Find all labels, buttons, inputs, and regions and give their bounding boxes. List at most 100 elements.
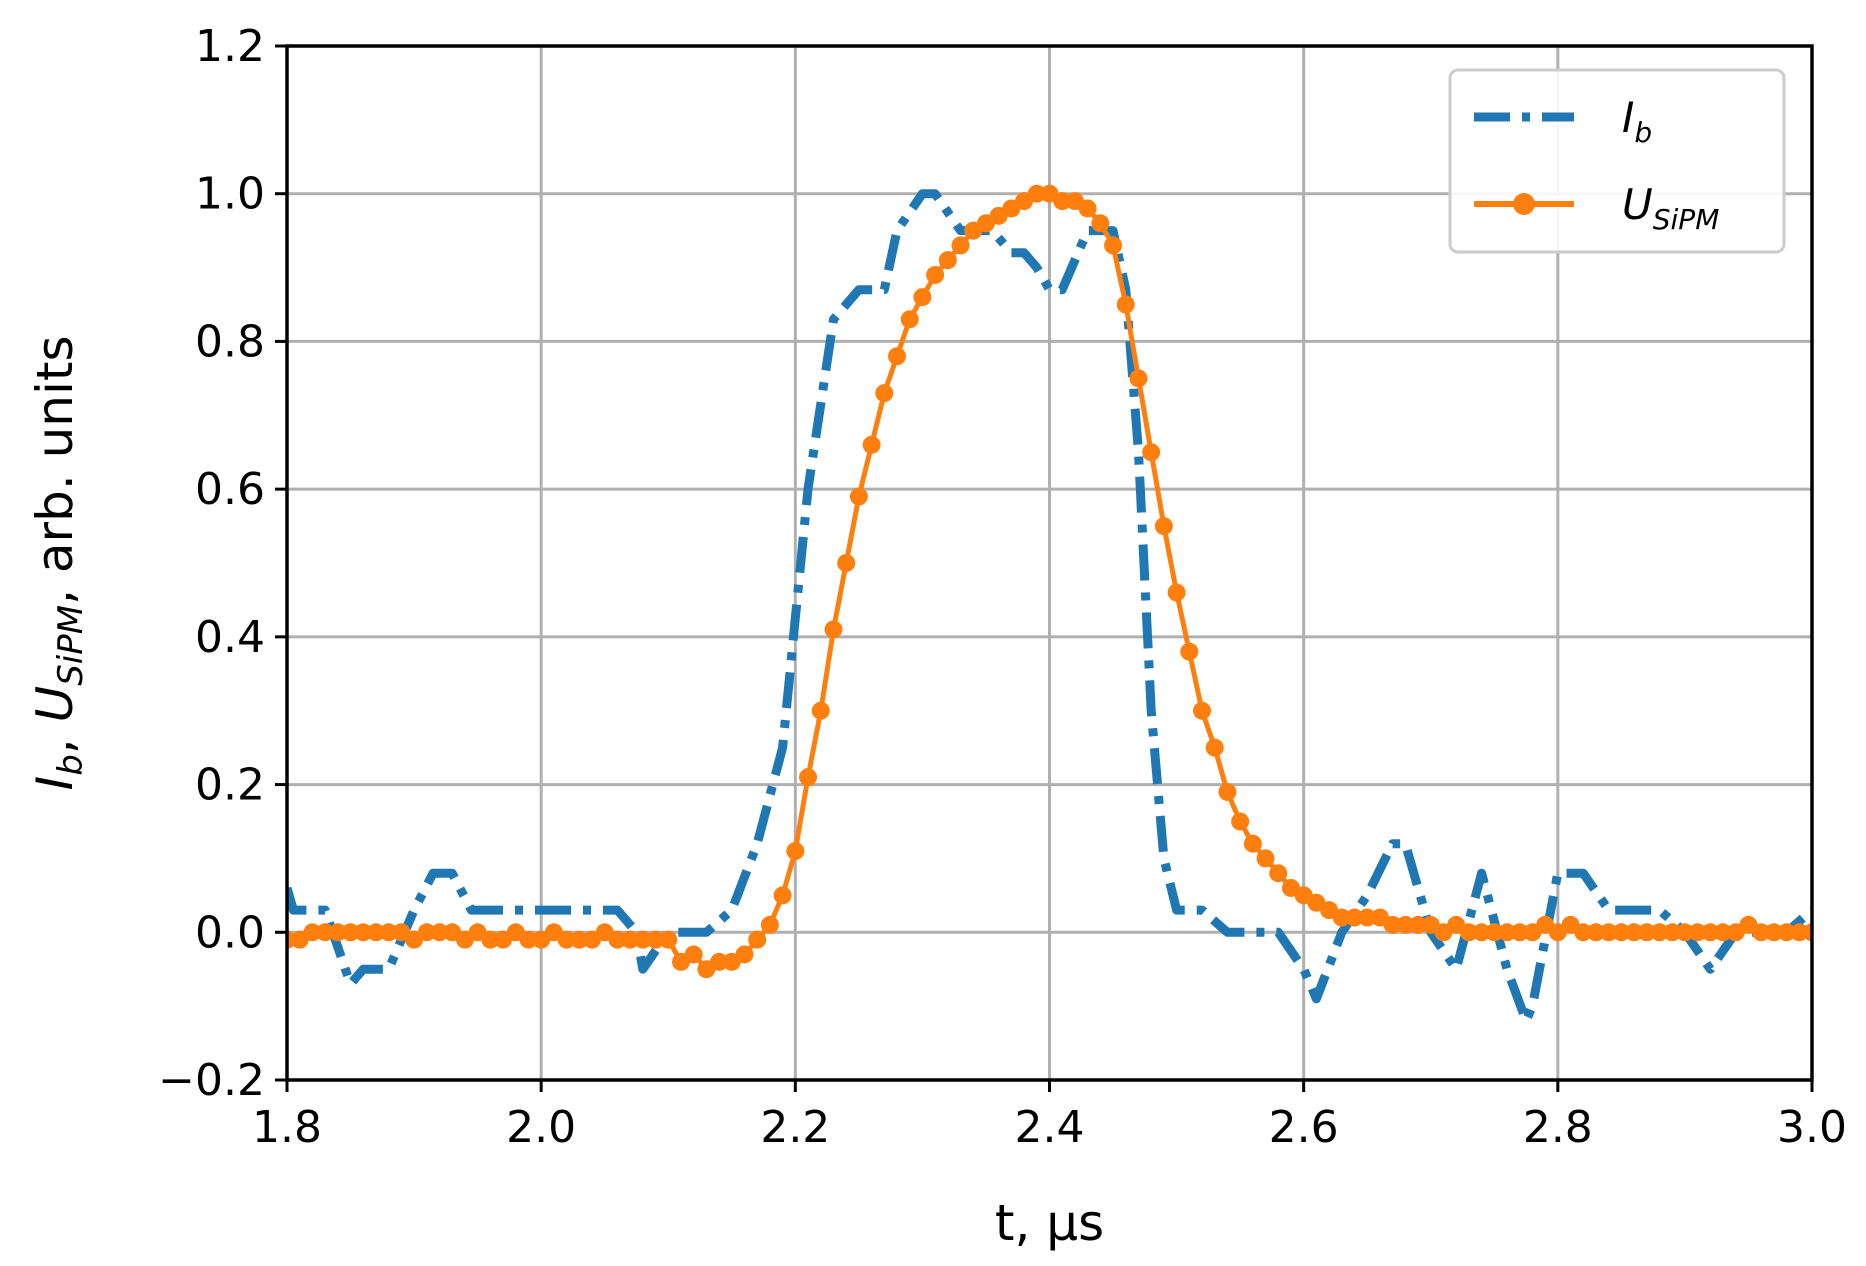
series-usipm-point [1790, 923, 1809, 942]
x-tick-label: 2.6 [1269, 1102, 1339, 1153]
y-axis-title-sep: , [26, 722, 84, 754]
series-usipm-point [646, 930, 665, 949]
series-usipm-point [1498, 923, 1516, 942]
series-usipm-point [1586, 923, 1605, 942]
series-usipm-point [1612, 923, 1631, 942]
series-usipm-point [888, 347, 906, 366]
series-usipm-point [570, 930, 589, 949]
series-usipm-point [1027, 184, 1046, 203]
series-usipm-point [926, 265, 945, 284]
series-usipm-point [951, 236, 970, 255]
series-usipm-point [900, 310, 919, 329]
series-usipm-point [1777, 923, 1796, 942]
series-usipm-point [1205, 738, 1224, 757]
series-usipm-point [1193, 701, 1211, 720]
series-usipm-point [1154, 517, 1173, 536]
y-axis-title-rest: , arb. units [26, 335, 84, 604]
y-axis-title-ib-sub: b [51, 754, 91, 776]
series-usipm-point [1231, 812, 1250, 831]
plot-series [287, 184, 1812, 1026]
x-tick-label: 2.4 [1015, 1102, 1085, 1153]
legend-marker-usipm [1513, 193, 1535, 215]
series-usipm-point [1701, 923, 1720, 942]
series-usipm-point [519, 930, 538, 949]
series-usipm-point [633, 930, 652, 949]
y-axis-title: Ib, USiPM, arb. units [26, 335, 91, 790]
series-usipm-point [417, 923, 436, 942]
legend-label-usipm: USiPM [1622, 180, 1719, 236]
legend-box [1448, 68, 1786, 254]
series-usipm-point [811, 701, 830, 720]
y-tick-label: 0.6 [195, 464, 265, 515]
x-tick-label: 2.2 [760, 1102, 830, 1153]
x-tick-label: 3.0 [1777, 1102, 1847, 1153]
y-tick-label: 0.0 [195, 907, 265, 958]
series-usipm-point [1167, 583, 1186, 602]
y-axis-title-usipm: U [26, 686, 84, 723]
series-usipm-point [1180, 642, 1199, 661]
series-usipm-point [913, 288, 932, 307]
y-axis-title-usipm-sub: SiPM [51, 605, 91, 686]
series-usipm-point [1116, 295, 1135, 314]
legend-label-ib: Ib [1622, 93, 1652, 149]
series-usipm-point [748, 930, 767, 949]
series-usipm-point [1714, 923, 1733, 942]
series-usipm-point [1803, 923, 1812, 942]
series-usipm-point [1752, 923, 1771, 942]
series-usipm-point [1345, 908, 1364, 927]
series-usipm-point [1409, 915, 1428, 934]
series-usipm-point [1663, 923, 1682, 942]
series-usipm-point [1637, 923, 1656, 942]
series-usipm-point [366, 923, 385, 942]
series-usipm-point [684, 945, 703, 964]
series-usipm-point [1358, 908, 1377, 927]
series-usipm-point [1129, 369, 1148, 388]
series-usipm-point [786, 842, 805, 861]
y-tick-label: 1.2 [195, 21, 265, 72]
series-usipm-point [1485, 923, 1504, 942]
y-tick-label: 0.4 [195, 612, 265, 663]
series-usipm-point [799, 768, 818, 787]
series-usipm-point [1053, 192, 1072, 211]
series-usipm-point [735, 945, 754, 964]
series-usipm-point [1764, 923, 1783, 942]
series-usipm-point [1218, 782, 1237, 801]
series-usipm-point [1599, 923, 1618, 942]
series-usipm-point [430, 923, 449, 942]
series-usipm-point [379, 923, 398, 942]
series-usipm-point [1256, 849, 1275, 868]
series-usipm-point [837, 554, 856, 572]
series-usipm-point [354, 923, 373, 942]
series-usipm-point [316, 923, 335, 942]
series-usipm-point [1472, 923, 1491, 942]
series-usipm-point [1332, 908, 1351, 927]
series-usipm-point [760, 915, 779, 934]
series-usipm-point [303, 923, 322, 942]
series-usipm-point [824, 620, 843, 639]
x-tick-label: 2.8 [1523, 1102, 1593, 1153]
series-usipm-point [773, 886, 792, 905]
series-usipm-point [1510, 923, 1529, 942]
series-usipm-point [608, 930, 627, 949]
y-tick-label: 0.8 [195, 316, 265, 367]
series-ib-line [287, 189, 1812, 1026]
series-usipm-point [938, 251, 957, 270]
y-axis-title-ib: I [26, 776, 84, 791]
series-usipm-point [1269, 864, 1288, 883]
series-usipm-point [1396, 915, 1415, 934]
series-usipm-point [849, 487, 868, 506]
series-usipm-point [875, 384, 894, 403]
series-usipm-point [659, 930, 678, 949]
series-usipm-point [1078, 199, 1097, 218]
series-usipm-point [1459, 923, 1478, 942]
series-usipm-point [710, 952, 729, 971]
series-usipm-point [1688, 923, 1707, 942]
y-tick-label: 1.0 [195, 169, 265, 220]
series-usipm-point [328, 923, 347, 942]
series-usipm-point [1574, 923, 1593, 942]
series-usipm-point [621, 930, 640, 949]
series-usipm-point [481, 930, 500, 949]
legend: Ib USiPM [1448, 68, 1786, 254]
series-usipm-point [1142, 443, 1161, 462]
